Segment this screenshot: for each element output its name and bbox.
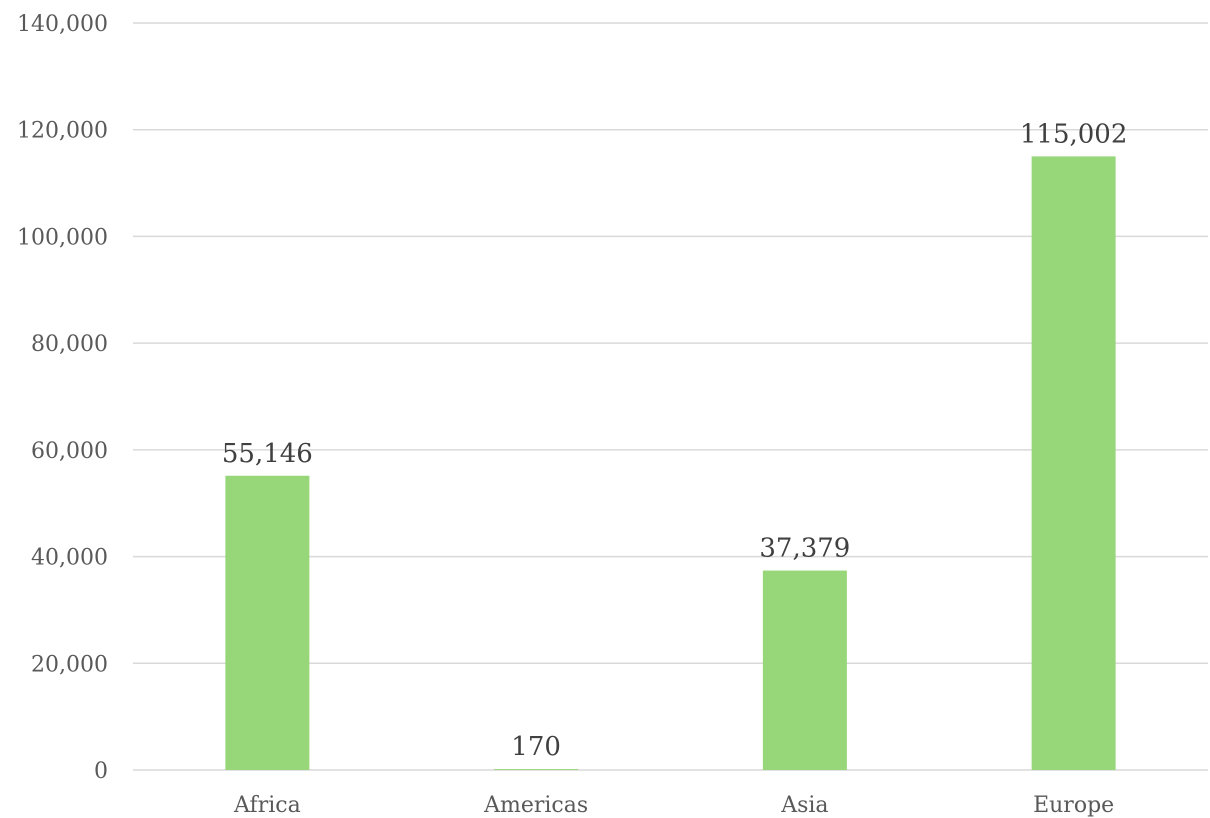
bar-africa — [225, 475, 310, 770]
y-tick-label: 60,000 — [31, 439, 108, 464]
bar-americas — [494, 769, 579, 770]
y-axis-ticks: 0 20,000 40,000 60,000 80,000 100,000 120,000 1… — [17, 12, 108, 784]
y-tick-label: 100,000 — [17, 225, 108, 250]
x-tick-label-asia: Asia — [780, 793, 828, 818]
data-labels: 55,146 170 37,379 115,002 — [222, 119, 1128, 762]
x-tick-label-africa: Africa — [233, 793, 301, 818]
bar-asia — [762, 570, 847, 770]
bar-europe — [1031, 156, 1116, 770]
y-tick-label: 140,000 — [17, 12, 108, 37]
y-tick-label: 40,000 — [31, 546, 108, 571]
y-tick-label: 120,000 — [17, 119, 108, 144]
data-label-asia: 37,379 — [759, 534, 850, 564]
y-tick-label: 80,000 — [31, 332, 108, 357]
x-axis-ticks: Africa Americas Asia Europe — [233, 793, 1114, 818]
y-tick-label: 20,000 — [31, 652, 108, 677]
x-tick-label-americas: Americas — [483, 793, 588, 818]
x-tick-label-europe: Europe — [1033, 793, 1114, 818]
data-label-africa: 55,146 — [222, 439, 313, 469]
bars — [225, 156, 1116, 770]
data-label-europe: 115,002 — [1020, 119, 1128, 149]
gridlines — [133, 22, 1208, 771]
y-tick-label: 0 — [94, 759, 108, 784]
data-label-americas: 170 — [511, 732, 561, 762]
